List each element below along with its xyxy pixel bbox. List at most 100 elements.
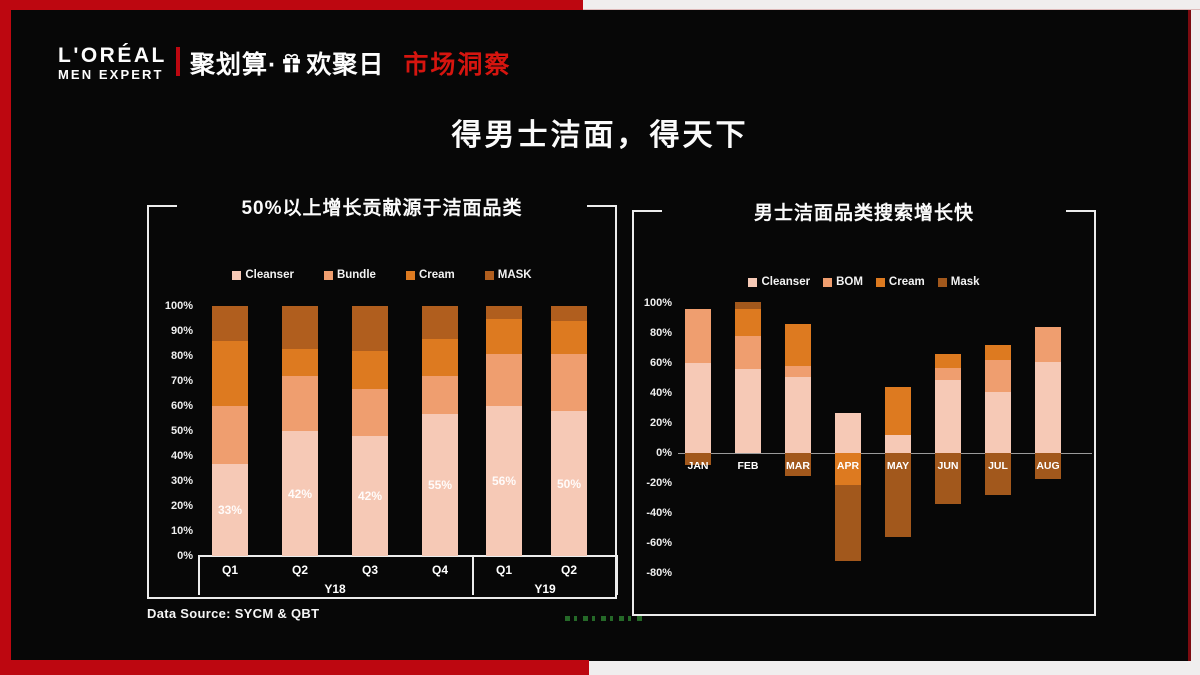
gift-icon xyxy=(280,52,303,75)
bar-segment-cream xyxy=(212,341,248,406)
y-axis-tick-label: 20% xyxy=(649,417,672,429)
bar-segment-mask xyxy=(282,306,318,349)
bar-segment-cream xyxy=(985,345,1011,360)
category-label: Q1 xyxy=(495,563,512,577)
slide-background xyxy=(11,0,1188,661)
bar-segment-cleanser xyxy=(735,369,761,453)
bar-segment-cream xyxy=(352,351,388,389)
legend-swatch xyxy=(748,277,758,287)
category-label: Q4 xyxy=(431,563,448,577)
bar-segment-bundle xyxy=(551,353,587,411)
legend-label: BOM xyxy=(836,276,863,288)
bar-segment-bom xyxy=(985,360,1011,392)
page-title: 得男士洁面，得天下 xyxy=(451,119,749,152)
bar-segment-mask xyxy=(885,453,911,537)
bar-segment-cleanser xyxy=(551,411,587,556)
legend-item-mask: Mask xyxy=(937,276,980,288)
y-axis-tick-label: 60% xyxy=(170,400,193,412)
bar-segment-bundle xyxy=(422,376,458,414)
bar-segment-cleanser xyxy=(486,406,522,556)
bar-segment-cleanser xyxy=(282,431,318,556)
bar-segment-cleanser xyxy=(885,435,911,453)
campaign-suffix: 欢聚日 xyxy=(306,51,385,79)
bracket-decoration xyxy=(149,205,177,207)
bar-value-label: 56% xyxy=(491,474,517,488)
bar-segment-mask xyxy=(422,306,458,339)
y-axis-tick-label: -40% xyxy=(646,507,672,519)
bar-segment-cream xyxy=(551,321,587,354)
category-label: Q1 xyxy=(221,563,238,577)
legend-item-bom: BOM xyxy=(823,276,863,288)
bar-value-label: 33% xyxy=(217,502,243,517)
legend-label: MASK xyxy=(497,269,532,281)
bar-segment-bundle xyxy=(486,353,522,406)
bar-segment-cleanser xyxy=(352,436,388,556)
legend-swatch xyxy=(484,270,494,280)
y-axis-tick-label: 80% xyxy=(649,327,672,339)
legend-label: Cleanser xyxy=(761,276,811,288)
legend-label: Bundle xyxy=(336,269,376,281)
bar-segment-bom xyxy=(1035,327,1061,362)
loreal-logo: L'ORÉAL MEN EXPERT xyxy=(58,45,167,81)
header-divider xyxy=(176,47,180,76)
bar-segment-cleanser xyxy=(835,412,861,453)
category-label: Q2 xyxy=(291,563,308,577)
bar-segment-bom xyxy=(935,367,961,380)
category-label: Q3 xyxy=(361,563,378,577)
axis-group-divider xyxy=(616,556,618,595)
legend-swatch xyxy=(323,270,333,280)
bar-value-label: 42% xyxy=(357,489,383,503)
x-axis-line xyxy=(198,555,618,557)
campaign-logo: 聚划算· 欢聚日 市场洞察 xyxy=(190,45,511,81)
bar-segment-cream xyxy=(785,324,811,366)
bar-segment-cleanser xyxy=(785,376,811,453)
bar-segment-cream xyxy=(735,309,761,336)
category-label: MAR xyxy=(786,460,810,472)
y-axis-tick-label: 60% xyxy=(649,357,672,369)
bar-segment-cream xyxy=(835,453,861,485)
y-axis-tick-label: 100% xyxy=(643,297,672,309)
bar-segment-bom xyxy=(735,336,761,369)
bar-segment-bundle xyxy=(352,388,388,436)
bar-segment-mask xyxy=(685,453,711,465)
slide-right-red-edge xyxy=(1188,0,1191,661)
y-axis-tick-label: -20% xyxy=(646,477,672,489)
chart-title: 50%以上增长贡献源于洁面品类 xyxy=(241,198,523,219)
bar-segment-mask xyxy=(212,306,248,341)
bar-value-label: 42% xyxy=(287,486,313,501)
bar-value-label: 55% xyxy=(427,477,453,492)
legend-label: Cream xyxy=(888,276,925,288)
category-label: APR xyxy=(836,460,860,472)
chart-plot: 100% 80% 60% 40% 20% 0% -20% -40% -60% -80% JAN FEB… xyxy=(634,210,1094,614)
legend-swatch xyxy=(875,277,885,287)
legend-swatch xyxy=(823,277,833,287)
category-label: MAY xyxy=(886,460,910,472)
group-label-y18: Y18 xyxy=(324,582,346,596)
bar-segment-bundle xyxy=(212,406,248,464)
legend-item-mask: MASK xyxy=(484,269,532,281)
bar-segment-mask xyxy=(985,453,1011,495)
y-axis-tick-label: 80% xyxy=(170,350,193,362)
y-axis-tick-label: 90% xyxy=(170,325,193,337)
red-top-bar xyxy=(11,0,583,10)
category-label: AUG xyxy=(1036,460,1060,472)
y-axis-tick-label: 50% xyxy=(170,425,193,437)
bar-segment-bom xyxy=(685,309,711,363)
bar-segment-cleanser xyxy=(935,379,961,453)
bar-segment-mask xyxy=(835,484,861,561)
red-bottom-bar xyxy=(0,660,589,675)
red-left-bar xyxy=(0,0,11,675)
bracket-decoration xyxy=(634,210,662,212)
green-watermark xyxy=(565,616,645,621)
bar-segment-cleanser xyxy=(985,391,1011,453)
category-label: FEB xyxy=(737,460,759,472)
y-axis-tick-label: 70% xyxy=(170,375,193,387)
legend-item-cream: Cream xyxy=(405,269,455,281)
category-label: JAN xyxy=(687,460,709,472)
bar-segment-mask xyxy=(551,306,587,321)
brand-name: L'ORÉAL xyxy=(58,44,167,67)
y-axis-tick-label: 40% xyxy=(649,387,672,399)
bar-segment-cream xyxy=(935,354,961,368)
chart-legend: Cleanser Bundle Cream MASK xyxy=(149,269,615,281)
legend-label: Mask xyxy=(950,276,980,288)
